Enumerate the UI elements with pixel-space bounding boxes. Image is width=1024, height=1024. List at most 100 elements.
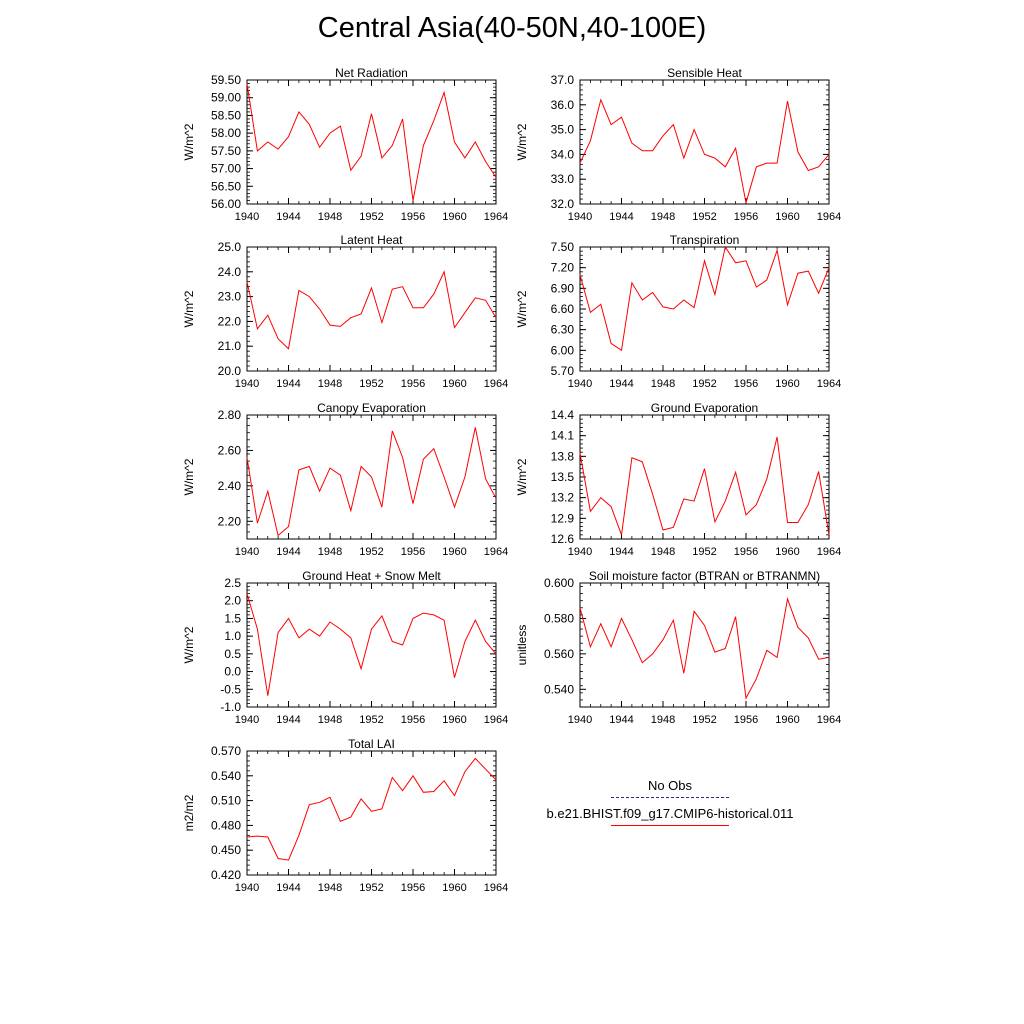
y-tick-label: -1.0 (220, 700, 241, 714)
y-tick-label: 1.5 (224, 611, 241, 625)
x-tick-label: 1956 (734, 714, 758, 726)
y-tick-label: 57.00 (211, 162, 241, 176)
y-tick-label: 59.00 (211, 91, 241, 105)
x-tick-label: 1940 (568, 378, 592, 390)
x-tick-label: 1940 (235, 211, 259, 223)
panel-title: Ground Evaporation (651, 401, 758, 415)
x-tick-label: 1944 (276, 714, 300, 726)
legend: No Obs b.e21.BHIST.f09_g17.CMIP6-histori… (520, 778, 820, 834)
y-tick-label: 1.0 (224, 629, 241, 643)
y-tick-label: 24.0 (218, 265, 242, 279)
x-tick-label: 1956 (401, 882, 425, 894)
y-axis-label: W/m^2 (182, 123, 196, 160)
x-tick-label: 1948 (318, 546, 342, 558)
y-tick-label: 36.0 (551, 98, 575, 112)
x-tick-label: 1944 (609, 714, 633, 726)
y-tick-label: 2.5 (224, 576, 241, 590)
y-tick-label: 59.50 (211, 73, 241, 87)
x-tick-label: 1948 (318, 211, 342, 223)
panel-title: Net Radiation (335, 66, 408, 80)
y-tick-label: 13.5 (551, 470, 575, 484)
y-tick-label: 37.0 (551, 73, 575, 87)
panel-total-lai: Total LAI m2/m2 1940 1944 1948 1952 1956 1960 19… (182, 737, 508, 894)
x-tick-label: 1948 (651, 714, 675, 726)
y-tick-label: -0.5 (220, 682, 241, 696)
y-tick-label: 0.600 (544, 576, 574, 590)
y-axis-label: W/m^2 (515, 290, 529, 327)
panel-latent-heat: Latent Heat W/m^2 1940 1944 1948 1952 1956 1960… (182, 233, 508, 390)
x-tick-label: 1960 (442, 714, 466, 726)
x-tick-label: 1944 (276, 378, 300, 390)
y-tick-label: 0.450 (211, 843, 241, 857)
panel-ground-heat-snow-melt: Ground Heat + Snow Melt W/m^2 1940 1944 1948… (182, 569, 508, 726)
panel-ground-evaporation: Ground Evaporation W/m^2 1940 1944 1948 1952 1… (515, 401, 841, 558)
y-tick-label: 34.0 (551, 147, 575, 161)
x-tick-label: 1952 (359, 546, 383, 558)
x-tick-label: 1952 (692, 211, 716, 223)
y-tick-label: 22.0 (218, 314, 242, 328)
y-tick-label: 6.00 (551, 343, 575, 357)
plot-frame (579, 246, 830, 372)
x-tick-label: 1956 (734, 211, 758, 223)
x-tick-label: 1944 (609, 378, 633, 390)
legend-obs-label: No Obs (647, 778, 693, 793)
panel-title: Total LAI (348, 737, 395, 751)
x-tick-label: 1944 (609, 211, 633, 223)
y-tick-label: 0.420 (211, 868, 241, 882)
series-line (579, 596, 830, 700)
y-tick-label: 0.570 (211, 744, 241, 758)
panel-title: Ground Heat + Snow Melt (302, 569, 441, 583)
x-tick-label: 1952 (359, 714, 383, 726)
y-axis-label: W/m^2 (182, 290, 196, 327)
y-tick-label: 20.0 (218, 364, 242, 378)
y-tick-label: 2.60 (218, 443, 242, 457)
y-axis-label: unitless (515, 625, 529, 666)
series-line (246, 757, 497, 861)
plot-frame (579, 414, 830, 540)
panel-title: Sensible Heat (667, 66, 742, 80)
x-tick-label: 1940 (568, 714, 592, 726)
y-tick-label: 58.50 (211, 108, 241, 122)
series-line (246, 593, 497, 696)
y-tick-label: 2.0 (224, 594, 241, 608)
panel-title: Soil moisture factor (BTRAN or BTRANMN) (589, 569, 820, 583)
x-tick-label: 1956 (401, 546, 425, 558)
x-tick-label: 1944 (276, 882, 300, 894)
y-tick-label: 0.560 (544, 647, 574, 661)
y-tick-label: 2.40 (218, 479, 242, 493)
x-tick-label: 1940 (235, 378, 259, 390)
y-tick-label: 0.510 (211, 794, 241, 808)
plot-frame (579, 79, 830, 205)
legend-model-line (611, 825, 729, 826)
x-tick-label: 1940 (235, 714, 259, 726)
panel-soil-moisture-factor-btran-or-btranmn: Soil moisture factor (BTRAN or BTRANMN) u… (515, 569, 841, 726)
x-tick-label: 1952 (692, 378, 716, 390)
y-tick-label: 2.80 (218, 408, 242, 422)
x-tick-label: 1964 (484, 546, 508, 558)
panel-title: Canopy Evaporation (317, 401, 426, 415)
y-tick-label: 56.50 (211, 179, 241, 193)
x-tick-label: 1956 (734, 378, 758, 390)
x-tick-label: 1940 (235, 882, 259, 894)
x-tick-label: 1964 (817, 378, 841, 390)
panel-sensible-heat: Sensible Heat W/m^2 1940 1944 1948 1952 1956 19… (515, 66, 841, 223)
y-tick-label: 0.0 (224, 665, 241, 679)
x-tick-label: 1956 (401, 378, 425, 390)
x-tick-label: 1960 (442, 211, 466, 223)
y-tick-label: 12.6 (551, 532, 575, 546)
y-tick-label: 6.30 (551, 323, 575, 337)
legend-model-label: b.e21.BHIST.f09_g17.CMIP6-historical.011 (546, 806, 794, 821)
y-tick-label: 21.0 (218, 339, 242, 353)
plot-frame (246, 582, 497, 708)
x-tick-label: 1948 (318, 378, 342, 390)
y-tick-label: 14.1 (551, 429, 575, 443)
x-tick-label: 1960 (775, 546, 799, 558)
x-tick-label: 1952 (359, 882, 383, 894)
plot-frame (246, 246, 497, 372)
panel-net-radiation: Net Radiation W/m^2 1940 1944 1948 1952 1956 19… (182, 66, 508, 223)
x-tick-label: 1952 (692, 546, 716, 558)
y-tick-label: 6.60 (551, 302, 575, 316)
x-tick-label: 1948 (651, 211, 675, 223)
y-tick-label: 0.5 (224, 647, 241, 661)
y-tick-label: 35.0 (551, 123, 575, 137)
